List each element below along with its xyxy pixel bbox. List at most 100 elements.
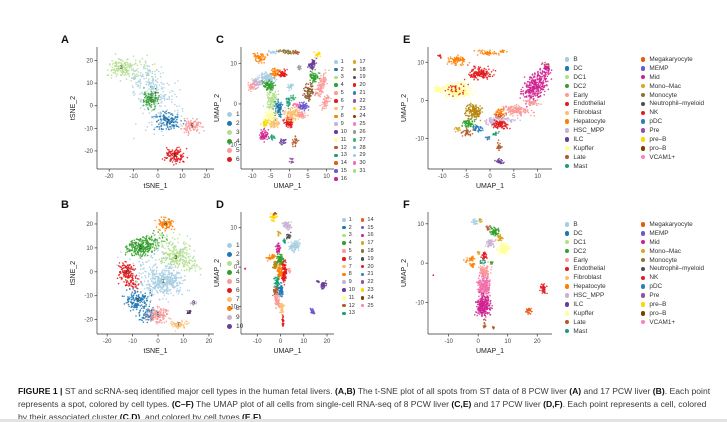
y-axis-title: UMAP_2 [214, 94, 221, 122]
legend-label: 18 [367, 248, 374, 255]
legend-color-dot [360, 225, 365, 230]
legend-label: 2 [340, 66, 344, 73]
x-tick-label: 10 [534, 174, 541, 180]
legend-item: MEMP [641, 229, 704, 238]
legend-column: 1 2 3 4 5 6 [227, 110, 240, 164]
y-tick-label: 10 [86, 81, 93, 87]
legend-color-dot [641, 240, 646, 245]
legend-label: 19 [367, 255, 374, 262]
legend-item: Mast [565, 162, 635, 171]
panel-c-scatter-plot: -10 -5 0 5 10 -10 0 10 UMAP_1 UMAP_2 [214, 47, 334, 190]
legend-label: 29 [359, 152, 366, 159]
legend-color-dot [352, 91, 357, 95]
legend-color-dot [227, 130, 232, 135]
legend-color-dot [565, 137, 570, 142]
panel-d-umap-clusters-17pcw: D -10 0 10 20 -10 0 10 UMAP_1 UMAP_2 1 2 3 4 5 6 7 8 9 10… [210, 195, 402, 370]
cluster-number-label: 9 [192, 300, 195, 306]
legend-color-dot [334, 145, 338, 150]
legend-label: Endothelial [573, 100, 606, 108]
legend-item: 6 [334, 97, 347, 105]
legend-label: 11 [348, 294, 355, 301]
legend-item: Fibroblast [565, 273, 635, 282]
caption-text-segment: . Each point represents a spot, colored … [18, 385, 711, 409]
legend-label: Mast [573, 162, 588, 170]
legend-item: 3 [227, 259, 243, 268]
legend-label: 21 [359, 90, 366, 97]
legend-column: 1 2 3 4 5 6 7 8 9 10 [227, 241, 243, 331]
legend-color-dot [334, 60, 338, 64]
legend-label: 25 [359, 121, 366, 128]
legend-label: 6 [236, 287, 240, 294]
caption-bold-segment: (C–F) [171, 398, 194, 409]
legend-color-dot [360, 272, 365, 277]
panel-e-legend: B DC DC1 DC2 Early Endothelial Fibroblast Hepat… [565, 55, 704, 171]
legend-item: 21 [360, 271, 374, 279]
legend-color-dot [565, 119, 570, 124]
x-tick-label: -10 [444, 339, 453, 345]
caption-bold-segment: (B) [652, 385, 665, 396]
x-axis-title: tSNE_1 [143, 183, 167, 190]
legend-label: VCAM1+ [649, 318, 676, 326]
legend-label: ILC [573, 135, 584, 143]
y-tick-label: -20 [84, 149, 93, 155]
legend-item: DC [565, 64, 635, 73]
x-tick-label: 5 [306, 174, 310, 180]
legend-color-dot [342, 225, 346, 230]
legend-color-dot [334, 122, 338, 127]
legend-label: Neutrophil–myeloid [649, 265, 705, 273]
legend-color-dot [565, 110, 570, 115]
legend-color-dot [352, 60, 357, 64]
legend-label: 14 [340, 160, 347, 167]
legend-color-dot [641, 101, 646, 107]
legend-label: 5 [340, 90, 344, 97]
legend-item: 24 [352, 113, 366, 121]
legend-item: Mast [565, 327, 635, 336]
caption-text-segment: and 17 PCW liver [471, 398, 544, 409]
y-tick-label: -10 [84, 294, 93, 300]
caption-bold-segment: (A) [569, 385, 582, 396]
legend-item: Monocyte [641, 91, 704, 100]
legend-item: VCAM1+ [641, 318, 704, 327]
legend-item: 16 [360, 232, 374, 240]
x-tick-label: -10 [438, 174, 447, 180]
legend-color-dot [342, 233, 346, 238]
legend-color-dot [360, 249, 365, 253]
y-tick-label: 0 [90, 104, 94, 110]
y-tick-label: -10 [415, 137, 424, 143]
legend-item: DC1 [565, 238, 635, 247]
panel-d-legend: 1 2 3 4 5 6 7 8 9 10 11 12 13 14 15 16 17 18 19 20 21 22 23 24 2… [342, 216, 374, 317]
legend-item: Pre [641, 126, 704, 135]
legend-label: Neutrophil–myeloid [649, 100, 705, 108]
y-tick-label: 10 [230, 61, 237, 67]
legend-item: DC2 [565, 247, 635, 256]
legend-column: B DC DC1 DC2 Early Endothelial Fibroblast Hepat… [565, 220, 635, 336]
legend-item: Monocyte [641, 256, 704, 265]
legend-label: 7 [236, 296, 240, 303]
x-axis-title: UMAP_1 [476, 183, 504, 190]
legend-item: 20 [360, 263, 374, 271]
legend-item: 13 [342, 310, 355, 318]
x-tick-label: -20 [105, 174, 114, 180]
legend-label: 10 [348, 287, 355, 294]
legend-label: pre–B [649, 300, 667, 308]
legend-item: Neutrophil–myeloid [641, 264, 704, 273]
legend-color-dot [641, 311, 646, 316]
legend-color-dot [352, 130, 357, 134]
legend-item: Pre [641, 291, 704, 300]
panel-label-e: E [403, 34, 411, 46]
legend-label: 3 [236, 260, 240, 267]
legend-label: 26 [359, 129, 366, 136]
legend-color-dot [360, 288, 365, 292]
legend-label: 27 [359, 136, 366, 143]
legend-label: NK [649, 109, 659, 117]
legend-label: 8 [348, 271, 352, 278]
legend-item: 11 [342, 294, 355, 302]
y-tick-label: -10 [228, 143, 237, 149]
legend-label: Megakaryocyte [649, 220, 693, 228]
legend-item: B [565, 220, 635, 229]
x-axis-title: UMAP_1 [273, 348, 301, 355]
y-tick-label: 20 [86, 59, 93, 65]
legend-color-dot [360, 264, 365, 269]
caption-bold-segment: (D,F) [543, 398, 563, 409]
legend-label: 4 [340, 82, 344, 89]
